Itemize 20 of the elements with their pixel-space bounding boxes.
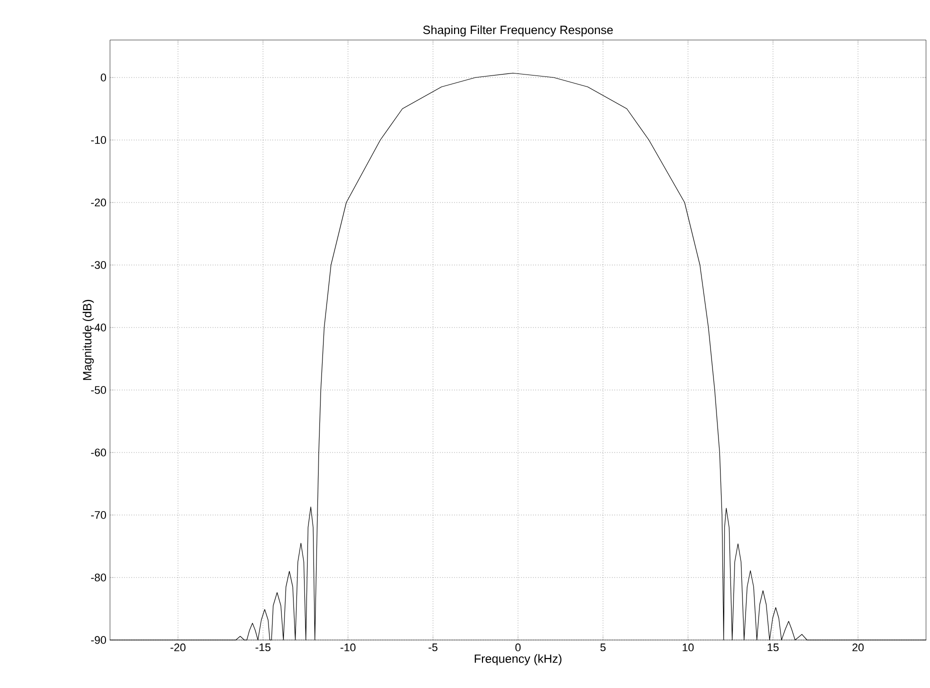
x-tick-label: 20 bbox=[852, 644, 864, 652]
x-tick-label: 0 bbox=[515, 644, 521, 652]
x-tick-label: 15 bbox=[768, 644, 779, 652]
x-tick-label: 5 bbox=[600, 644, 606, 652]
y-tick-label: -70 bbox=[91, 511, 106, 519]
x-axis-title: Frequency (kHz) bbox=[474, 654, 562, 666]
x-tick-label: -5 bbox=[428, 644, 438, 652]
y-tick-label: -60 bbox=[91, 448, 106, 456]
y-tick-label: -50 bbox=[91, 386, 106, 394]
x-tick-label: 10 bbox=[682, 644, 694, 652]
y-tick-label: 0 bbox=[100, 74, 106, 82]
y-tick-label: -10 bbox=[91, 136, 106, 144]
chart-title: Shaping Filter Frequency Response bbox=[423, 25, 613, 37]
x-tick-label: -20 bbox=[170, 644, 186, 652]
y-tick-label: -80 bbox=[91, 574, 106, 582]
y-tick-label: -20 bbox=[91, 198, 106, 206]
x-tick-label: -15 bbox=[256, 644, 270, 652]
x-tick-label: -10 bbox=[340, 644, 356, 652]
y-tick-label: -30 bbox=[91, 261, 106, 269]
y-tick-label: -90 bbox=[91, 636, 106, 644]
